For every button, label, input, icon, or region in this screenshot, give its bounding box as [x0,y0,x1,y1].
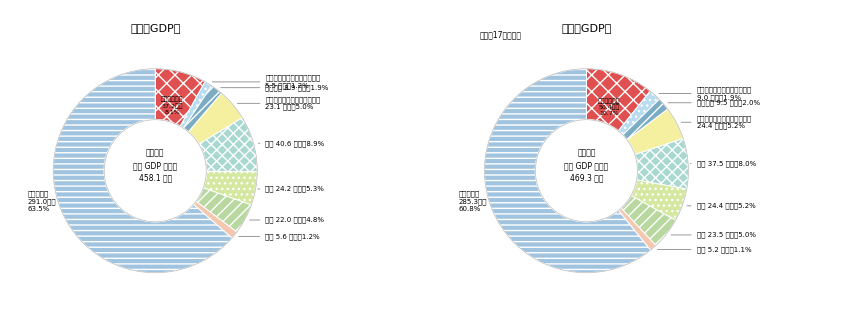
Text: 小売 24.4 兆円　5.2%: 小売 24.4 兆円 5.2% [687,203,755,209]
Wedge shape [204,171,257,205]
Text: 建設（除電気通信施設建設）
23.1 兆円　5.0%: 建設（除電気通信施設建設） 23.1 兆円 5.0% [237,96,320,110]
Text: 鉄鉱 5.6 兆円　1.2%: 鉄鉱 5.6 兆円 1.2% [239,233,320,240]
Wedge shape [587,69,650,131]
Wedge shape [621,196,675,245]
Text: 輸送機械 8.9 兆円　1.9%: 輸送機械 8.9 兆円 1.9% [221,84,329,91]
Wedge shape [631,180,687,220]
Text: 全産業の
実質 GDP の規模
469.3 兆円: 全産業の 実質 GDP の規模 469.3 兆円 [564,149,608,183]
Wedge shape [198,118,258,172]
Circle shape [104,120,206,222]
Wedge shape [618,208,656,250]
Wedge shape [180,82,211,128]
Text: 全産業の
名目 GDP の規模
458.1 兆円: 全産業の 名目 GDP の規模 458.1 兆円 [133,149,177,183]
Text: 輸送機械 9.5 兆円　2.0%: 輸送機械 9.5 兆円 2.0% [668,100,759,106]
Text: その他産業
285.3兆円
60.8%: その他産業 285.3兆円 60.8% [459,191,487,212]
Text: 電気機械（除情報通信機器）
9.0 兆円　1.9%: 電気機械（除情報通信機器） 9.0 兆円 1.9% [659,86,752,101]
Text: 小売 24.2 兆円　5.3%: 小売 24.2 兆円 5.3% [258,186,325,192]
Wedge shape [623,99,667,140]
Wedge shape [53,69,232,273]
Text: 情報通信産業
37.2兆円
8.1%: 情報通信産業 37.2兆円 8.1% [161,97,184,114]
Text: 建設（除電気通信施設建設）
24.4 兆円　5.2%: 建設（除電気通信施設建設） 24.4 兆円 5.2% [681,115,752,129]
Text: 【実質GDP】: 【実質GDP】 [561,23,612,33]
Text: 卸売 37.5 兆円　8.0%: 卸売 37.5 兆円 8.0% [691,160,756,167]
Wedge shape [193,201,237,238]
Text: 情報通信産業
50.4兆円
10.7%: 情報通信産業 50.4兆円 10.7% [598,98,620,116]
Wedge shape [196,188,252,232]
Wedge shape [184,86,222,132]
Text: 運輸 23.5 兆円　5.0%: 運輸 23.5 兆円 5.0% [671,232,756,238]
Text: 電気機械（除情報通信機器）
5.5 兆円　1.2%: 電気機械（除情報通信機器） 5.5 兆円 1.2% [212,75,320,89]
Wedge shape [155,69,205,126]
Text: 鉄鉱 5.2 兆円　1.1%: 鉄鉱 5.2 兆円 1.1% [657,246,752,253]
Wedge shape [618,91,660,135]
Wedge shape [627,109,683,155]
Wedge shape [188,93,242,144]
Text: 運輸 22.0 兆円　4.8%: 運輸 22.0 兆円 4.8% [250,217,325,223]
Wedge shape [635,139,688,189]
Text: その他産業
291.0兆円
63.5%: その他産業 291.0兆円 63.5% [27,191,57,212]
Text: （平成17年価格）: （平成17年価格） [479,30,521,39]
Text: 卸売 40.6 兆円　8.9%: 卸売 40.6 兆円 8.9% [259,140,325,147]
Circle shape [535,120,637,222]
Wedge shape [484,69,650,273]
Text: 【名目GDP】: 【名目GDP】 [130,23,180,33]
